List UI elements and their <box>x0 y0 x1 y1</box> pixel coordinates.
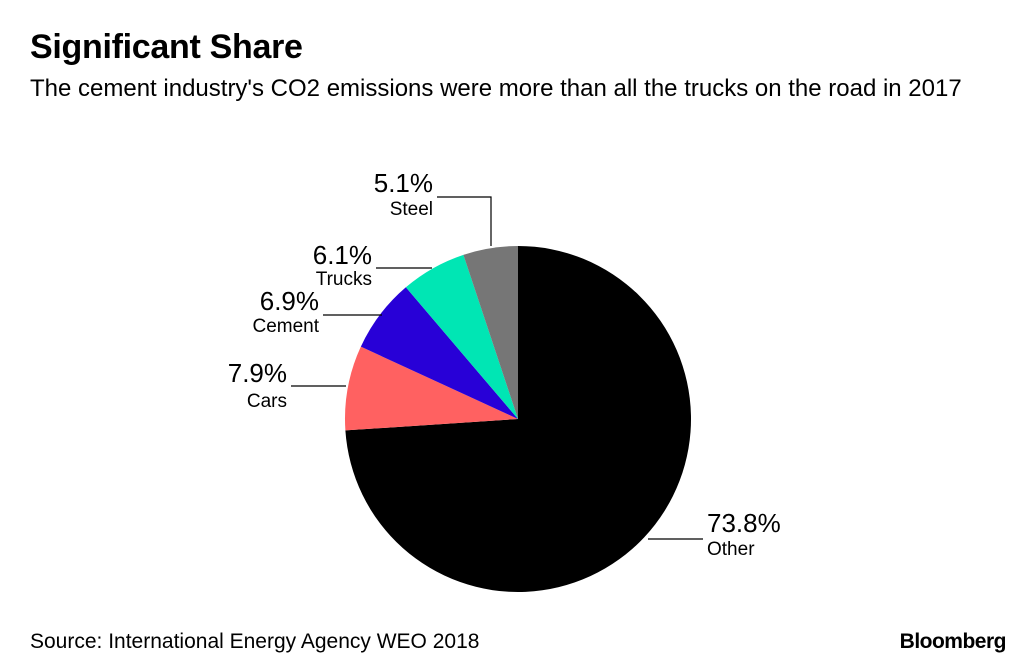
slice-value-cement: 6.9% <box>260 286 319 316</box>
slice-label-cement: Cement <box>252 316 319 337</box>
slice-label-other: Other <box>707 539 755 560</box>
chart-title: Significant Share <box>30 28 303 66</box>
source-note: Source: International Energy Agency WEO … <box>30 630 480 653</box>
pie-slice-trucks <box>405 254 518 419</box>
pie-slice-other <box>345 246 692 592</box>
slice-value-steel: 5.1% <box>374 168 433 198</box>
slice-label-trucks: Trucks <box>316 269 372 290</box>
pie-slice-cement <box>360 287 518 419</box>
chart-subtitle: The cement industry's CO2 emissions were… <box>30 75 962 102</box>
leader-line-steel <box>437 196 492 246</box>
pie-slice-steel <box>463 246 518 419</box>
bloomberg-logo: Bloomberg <box>899 630 1007 653</box>
pie-slice-cars <box>345 346 518 431</box>
slice-value-cars: 7.9% <box>228 358 287 388</box>
slice-label-steel: Steel <box>390 199 433 220</box>
slice-value-trucks: 6.1% <box>313 240 372 270</box>
slice-value-other: 73.8% <box>707 508 781 538</box>
slice-label-cars: Cars <box>247 391 287 412</box>
